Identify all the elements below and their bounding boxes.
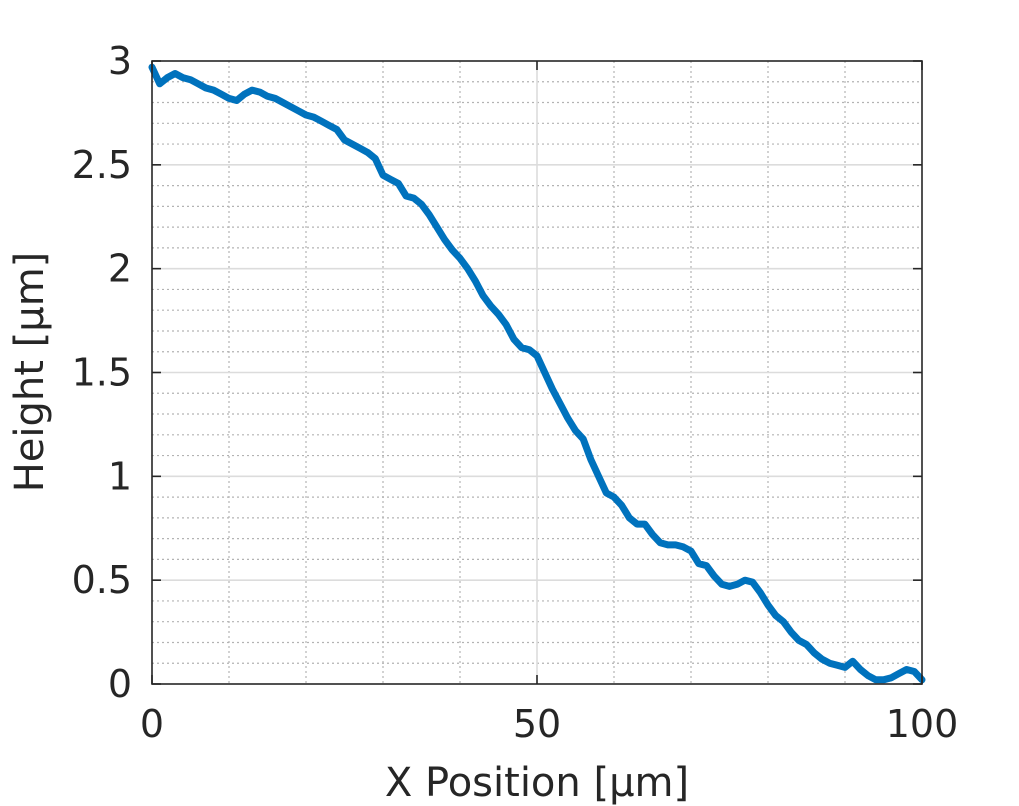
x-tick-label: 50 (513, 702, 561, 746)
y-axis-title: Height [μm] (7, 252, 53, 493)
x-tick-label: 100 (886, 702, 959, 746)
y-tick-label: 0 (108, 662, 132, 706)
x-axis-title: X Position [μm] (385, 760, 689, 806)
x-tick-label: 0 (140, 702, 164, 746)
major-grid (152, 61, 922, 684)
y-tick-label: 3 (108, 39, 132, 83)
x-tick-labels: 0 50 100 (140, 702, 958, 746)
series-layer (148, 63, 926, 684)
y-tick-label: 1 (108, 454, 132, 498)
y-tick-label: 2.5 (72, 143, 132, 187)
height-profile-line (148, 63, 926, 684)
y-tick-label: 1.5 (72, 351, 132, 395)
y-tick-label: 0.5 (72, 558, 132, 602)
axis-ticks (151, 60, 923, 685)
y-tick-labels: 0 0.5 1 1.5 2 2.5 3 (72, 39, 132, 706)
y-tick-label: 2 (108, 247, 132, 291)
